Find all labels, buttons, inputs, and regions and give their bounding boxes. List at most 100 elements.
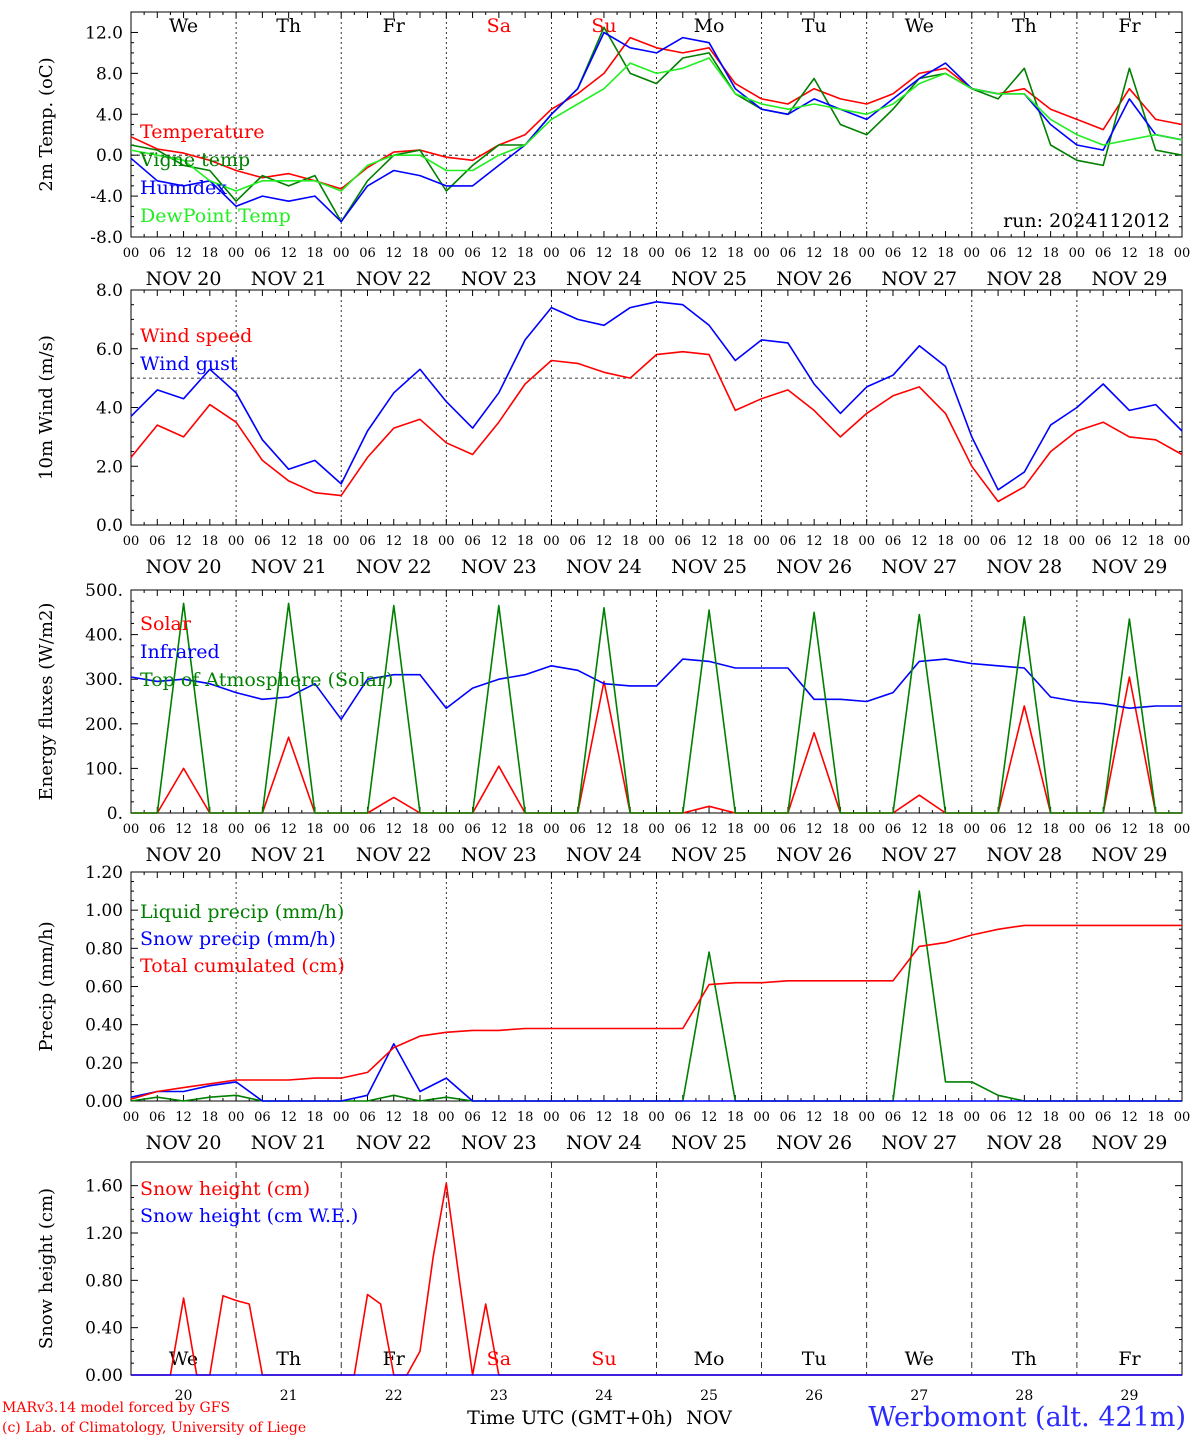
x-hour-label: 00 (1174, 822, 1191, 837)
y-tick-label: -4.0 (90, 187, 123, 207)
x-date-label: NOV 25 (671, 556, 747, 578)
x-hour-label: 18 (832, 534, 849, 549)
x-hour-label: 00 (753, 1110, 770, 1125)
x-hour-label: 00 (1174, 246, 1191, 261)
legend-entry: Total cumulated (cm) (140, 955, 345, 977)
x-day-number: 23 (490, 1388, 508, 1404)
x-hour-label: 00 (648, 822, 665, 837)
x-date-label: NOV 26 (776, 1132, 852, 1154)
x-hour-label: 18 (622, 246, 639, 261)
x-date-label: NOV 23 (461, 844, 537, 866)
x-hour-label: 18 (412, 1110, 429, 1125)
legend-entry: Top of Atmosphere (Solar) (140, 669, 393, 691)
x-hour-label: 00 (123, 1110, 140, 1125)
y-tick-label: -8.0 (90, 228, 123, 248)
x-hour-label: 12 (806, 534, 823, 549)
series-line-top-of-atmosphere-solar- (131, 602, 1182, 814)
x-hour-label: 06 (780, 534, 797, 549)
x-hour-label: 00 (228, 1110, 245, 1125)
x-hour-label: 00 (648, 246, 665, 261)
y-tick-label: 0. (107, 804, 123, 824)
x-hour-label: 18 (517, 822, 534, 837)
x-date-label: NOV 29 (1092, 556, 1168, 578)
x-hour-label: 00 (964, 534, 981, 549)
x-hour-label: 12 (385, 1110, 402, 1125)
x-hour-label: 00 (333, 246, 350, 261)
x-hour-label: 18 (937, 822, 954, 837)
x-hour-label: 12 (701, 822, 718, 837)
x-hour-label: 06 (780, 1110, 797, 1125)
panel-temperature: -8.0 -4.0 0.0 4.0 8.0 12.0 2m Temp. (oC) 00 06 12… (36, 11, 1191, 290)
panel-precip: 0.00 0.20 0.40 0.60 0.80 1.00 1.20 Precip (mm/h… (36, 863, 1190, 1154)
y-tick-label: 6.0 (96, 340, 123, 360)
x-hour-label: 18 (307, 822, 324, 837)
x-hour-label: 12 (1016, 822, 1033, 837)
x-hour-label: 00 (1069, 534, 1086, 549)
x-hour-label: 00 (543, 822, 560, 837)
x-hour-label: 06 (569, 822, 586, 837)
x-date-label: NOV 24 (566, 268, 642, 290)
x-hour-label: 12 (491, 246, 508, 261)
x-hour-label: 00 (333, 534, 350, 549)
x-hour-label: 00 (438, 1110, 455, 1125)
x-hour-label: 18 (307, 1110, 324, 1125)
x-hour-label: 12 (385, 822, 402, 837)
weekday-label: Sa (487, 1348, 511, 1370)
legend-entry: Infrared (140, 641, 220, 663)
y-tick-label: 2.0 (96, 457, 123, 477)
x-hour-label: 06 (149, 246, 166, 261)
x-hour-label: 00 (1069, 246, 1086, 261)
y-tick-label: 0.80 (85, 1271, 123, 1291)
x-hour-label: 18 (517, 534, 534, 549)
y-axis-label: Snow height (cm) (36, 1188, 57, 1349)
panel-energy: 0. 100. 200. 300. 400. 500. Energy fluxes (W/m… (36, 581, 1190, 866)
x-hour-label: 00 (438, 534, 455, 549)
run-label: run: 2024112012 (1003, 210, 1170, 232)
x-date-label: NOV 29 (1092, 844, 1168, 866)
y-tick-label: 0.0 (96, 516, 123, 536)
x-hour-label: 06 (464, 822, 481, 837)
x-hour-label: 18 (1042, 822, 1059, 837)
x-date-label: NOV 21 (251, 268, 327, 290)
x-hour-label: 06 (464, 1110, 481, 1125)
x-hour-label: 12 (280, 822, 297, 837)
x-hour-label: 00 (753, 246, 770, 261)
x-date-label: NOV 23 (461, 556, 537, 578)
y-tick-label: 0.00 (85, 1092, 123, 1112)
y-tick-label: 400. (85, 626, 123, 646)
x-hour-label: 00 (333, 1110, 350, 1125)
x-hour-label: 18 (1042, 246, 1059, 261)
x-day-number: 21 (280, 1388, 298, 1404)
x-hour-label: 06 (1095, 822, 1112, 837)
x-date-label: NOV 20 (146, 1132, 222, 1154)
x-hour-label: 06 (675, 822, 692, 837)
x-day-number: 28 (1015, 1388, 1033, 1404)
weekday-label: Tu (802, 15, 827, 37)
station-name: Werbomont (alt. 421m) (868, 1402, 1186, 1433)
weekday-label: Fr (383, 1348, 406, 1370)
legend-entry: Snow precip (mm/h) (140, 928, 336, 950)
series-line-total-cumulated-cm- (130, 924, 1182, 1100)
x-hour-label: 12 (175, 534, 192, 549)
x-hour-label: 00 (858, 822, 875, 837)
x-date-label: NOV 25 (671, 268, 747, 290)
weekday-label: We (169, 15, 198, 37)
x-day-number: 29 (1121, 1388, 1139, 1404)
series-line-wind-speed (130, 350, 1183, 503)
x-hour-label: 18 (307, 534, 324, 549)
x-hour-label: 12 (1121, 534, 1138, 549)
x-hour-label: 18 (937, 1110, 954, 1125)
series-line-infrared (130, 658, 1182, 721)
weekday-label: We (905, 15, 934, 37)
y-tick-label: 300. (85, 670, 123, 690)
x-date-label: NOV 21 (251, 1132, 327, 1154)
x-hour-label: 06 (569, 534, 586, 549)
x-hour-label: 12 (1016, 1110, 1033, 1125)
model-credit: MARv3.14 model forced by GFS (2, 1400, 231, 1416)
x-hour-label: 06 (1095, 1110, 1112, 1125)
legend-entry: Snow height (cm W.E.) (140, 1205, 358, 1227)
x-hour-label: 06 (885, 246, 902, 261)
x-hour-label: 18 (622, 534, 639, 549)
x-hour-label: 12 (280, 534, 297, 549)
